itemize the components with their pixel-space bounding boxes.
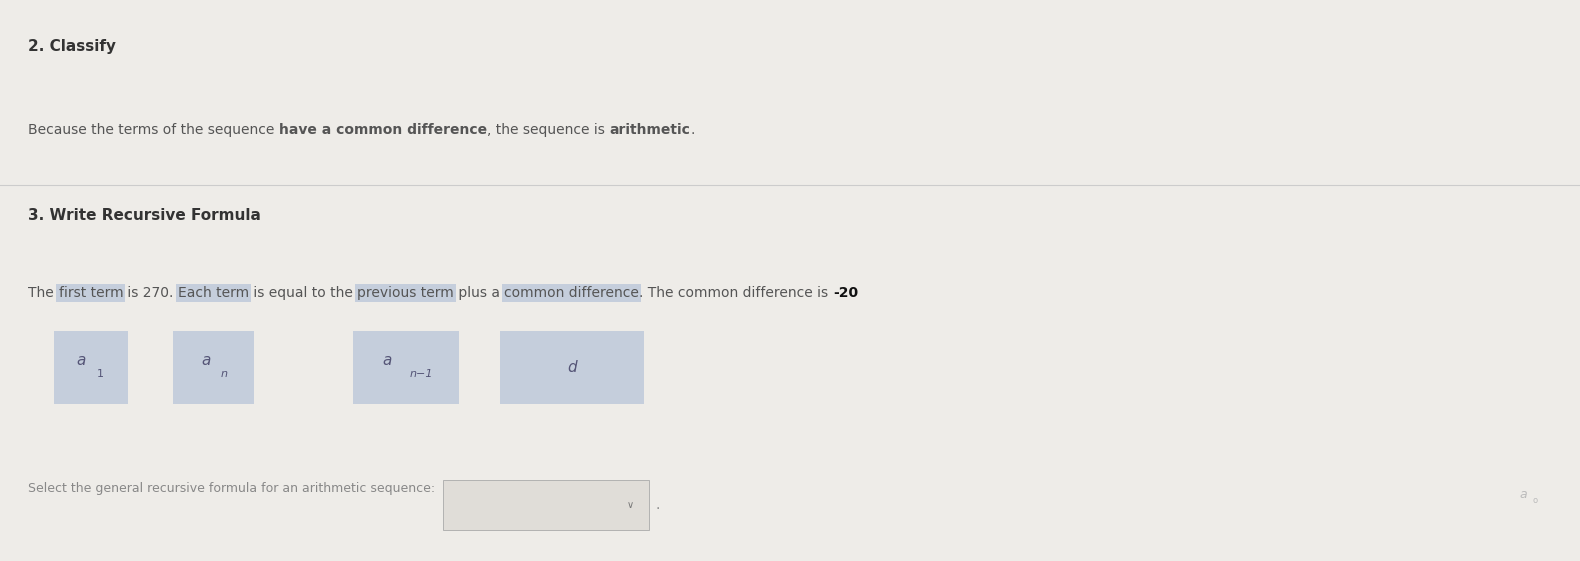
FancyBboxPatch shape [444,480,649,530]
Text: n: n [221,369,228,379]
Text: a: a [77,353,85,368]
Text: a: a [1520,488,1528,501]
Text: .: . [690,123,695,137]
Text: 2. Classify: 2. Classify [28,39,117,54]
Text: Because the terms of the sequence: Because the terms of the sequence [28,123,280,137]
Text: d: d [567,360,577,375]
Text: n−1: n−1 [409,369,433,379]
FancyBboxPatch shape [174,331,254,404]
Text: ∨: ∨ [626,500,634,510]
Text: . The common difference is: . The common difference is [640,286,833,300]
Text: a: a [201,353,210,368]
FancyBboxPatch shape [499,331,645,404]
Text: first term: first term [58,286,123,300]
Text: Each term: Each term [179,286,250,300]
Text: have a common difference: have a common difference [280,123,487,137]
Text: , the sequence is: , the sequence is [487,123,610,137]
Text: plus a: plus a [453,286,504,300]
Text: The: The [28,286,58,300]
Text: 1: 1 [96,369,104,379]
Text: is equal to the: is equal to the [250,286,357,300]
Text: arithmetic: arithmetic [610,123,690,137]
Text: is 270.: is 270. [123,286,179,300]
Text: 3. Write Recursive Formula: 3. Write Recursive Formula [28,208,261,223]
FancyBboxPatch shape [352,331,458,404]
Text: o: o [1533,496,1537,505]
FancyBboxPatch shape [54,331,128,404]
Text: previous term: previous term [357,286,453,300]
Text: Select the general recursive formula for an arithmetic sequence:: Select the general recursive formula for… [28,482,436,495]
Text: -20: -20 [833,286,858,300]
Text: .: . [656,498,659,512]
Text: a: a [382,353,392,368]
Text: common difference: common difference [504,286,640,300]
